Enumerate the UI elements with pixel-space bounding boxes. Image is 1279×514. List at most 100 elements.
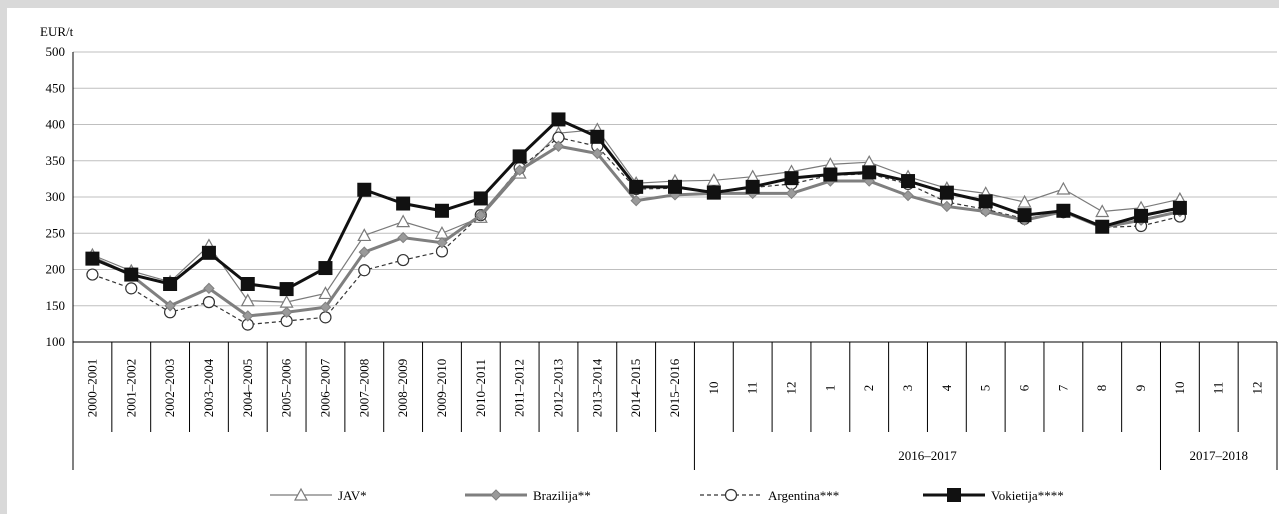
data-point (357, 182, 372, 197)
data-point (862, 165, 877, 180)
data-point (396, 196, 411, 211)
x-tick-label: 2000–2001 (84, 359, 99, 418)
data-point (512, 149, 527, 164)
data-point (590, 129, 605, 144)
x-tick-label: 10 (706, 382, 721, 395)
data-point (280, 306, 293, 318)
data-point (397, 231, 409, 244)
data-point (551, 112, 566, 127)
data-point (1095, 204, 1110, 218)
x-tick-label: 7 (1055, 384, 1070, 391)
x-tick-label: 1 (822, 385, 837, 392)
data-point (1056, 181, 1071, 195)
data-point (396, 214, 411, 228)
data-point (902, 189, 914, 202)
x-tick-label: 2015–2016 (667, 358, 682, 417)
x-group-label: 2016–2017 (898, 448, 957, 463)
data-point (1017, 208, 1032, 223)
data-point (947, 488, 961, 502)
x-tick-label: 2013–2014 (589, 358, 604, 417)
data-point (513, 164, 526, 176)
data-point (473, 191, 488, 206)
data-point (125, 282, 138, 295)
legend-item: JAV* (270, 487, 367, 503)
data-point (319, 301, 332, 313)
x-tick-label: 9 (1133, 385, 1148, 392)
data-point (358, 246, 370, 258)
x-tick-label: 2011–2012 (512, 359, 527, 417)
x-tick-label: 2012–2013 (550, 359, 565, 418)
data-point (319, 311, 332, 324)
x-tick-label: 3 (900, 385, 915, 392)
x-tick-label: 2 (861, 385, 876, 392)
data-point (436, 236, 448, 249)
data-point (941, 200, 953, 213)
series-layer (85, 112, 1187, 331)
data-point (318, 286, 333, 300)
y-tick-label: 400 (46, 117, 66, 132)
data-point (629, 179, 644, 194)
data-point (552, 140, 565, 152)
y-tick-label: 200 (46, 262, 66, 277)
data-point (201, 245, 216, 260)
y-tick-label: 350 (46, 153, 66, 168)
y-tick-label: 300 (46, 189, 66, 204)
data-point (1017, 194, 1032, 208)
x-tick-label: 2002–2003 (162, 359, 177, 418)
x-tick-label: 10 (1172, 382, 1187, 395)
x-tick-label: 2010–2011 (473, 359, 488, 417)
y-tick-label: 450 (46, 80, 66, 95)
y-tick-label: 250 (46, 225, 66, 240)
data-point (784, 171, 799, 186)
data-point (745, 179, 760, 194)
data-point (668, 179, 682, 194)
data-point (279, 282, 294, 297)
x-tick-label: 2001–2002 (123, 359, 138, 418)
legend: JAV* Brazilija** Argentina*** Vokietija**** (270, 487, 1064, 503)
x-tick-label: 4 (939, 384, 954, 391)
legend-item: Argentina*** (700, 488, 839, 503)
data-point (163, 277, 178, 291)
data-point (1056, 203, 1071, 218)
legend-item: Vokietija**** (923, 488, 1064, 503)
data-point (939, 185, 954, 200)
x-axis: 2000–2001 2001–2002 2002–2003 2003–2004 2004… (72, 342, 1278, 470)
x-tick-label: 2007–2008 (356, 359, 371, 418)
data-point (124, 267, 139, 282)
y-tick-labels: 100 150 200 250 300 350 400 450 500 (46, 44, 66, 349)
x-tick-label: 12 (1250, 382, 1265, 395)
data-point (85, 251, 100, 266)
y-tick-label: 100 (46, 334, 66, 349)
x-tick-label: 11 (745, 382, 760, 395)
data-point (434, 203, 449, 218)
data-point (823, 167, 838, 182)
data-point (358, 264, 371, 277)
data-point (203, 282, 215, 295)
data-point (1134, 208, 1149, 223)
data-point (86, 268, 99, 281)
x-tick-label: 2003–2004 (201, 358, 216, 417)
legend-label: Vokietija**** (991, 488, 1064, 503)
data-point (724, 488, 738, 502)
data-point (980, 205, 992, 218)
data-point (475, 209, 487, 221)
legend-label: JAV* (338, 488, 367, 503)
data-point (240, 277, 255, 291)
data-point (630, 194, 642, 207)
series-vokietija (85, 112, 1187, 297)
y-axis-label: EUR/t (40, 24, 74, 39)
data-point (318, 261, 333, 276)
x-tick-label: 2009–2010 (434, 359, 449, 418)
data-point (1095, 219, 1110, 234)
series-brazilija (86, 140, 1186, 322)
data-point (901, 174, 916, 189)
data-point (357, 228, 372, 242)
legend-item: Brazilija** (465, 488, 591, 503)
data-point (1172, 200, 1187, 215)
x-tick-label: 2004–2005 (240, 359, 255, 418)
x-tick-label: 11 (1211, 382, 1226, 395)
x-tick-label: 12 (784, 382, 799, 395)
data-point (293, 487, 309, 501)
